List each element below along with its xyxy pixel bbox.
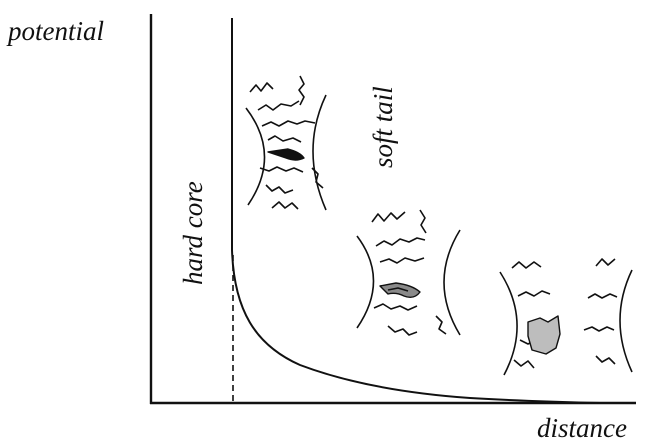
- brush-chain: [511, 261, 542, 269]
- particle-pair-medium: [356, 209, 461, 336]
- brush-chain: [261, 120, 316, 127]
- potential-curve: [231, 18, 601, 404]
- brush-chain: [375, 237, 426, 247]
- particle-left-surface: [499, 271, 518, 376]
- brush-chain: [513, 359, 535, 369]
- brush-chain: [265, 184, 294, 194]
- particle-right-surface: [619, 269, 633, 373]
- particle-pair-close: [245, 75, 327, 211]
- y-axis-label: potential: [6, 16, 104, 46]
- brush-chain: [371, 211, 406, 223]
- overlap-core: [267, 148, 305, 161]
- brush-chain: [595, 355, 616, 365]
- brush-chain: [379, 257, 425, 264]
- brush-chain: [435, 315, 447, 335]
- x-axis-label: distance: [537, 413, 627, 443]
- axes: [149, 14, 636, 405]
- brush-chain: [373, 303, 418, 311]
- brush-chain: [387, 325, 418, 336]
- particle-right-surface: [443, 229, 461, 336]
- soft-tail-curve: [231, 249, 601, 404]
- particle-pair-far: [499, 258, 633, 376]
- brush-chain: [311, 167, 324, 189]
- brush-chain: [583, 326, 615, 332]
- particle-right-surface: [312, 94, 327, 211]
- brush-chain: [595, 258, 616, 267]
- brush-chain: [259, 166, 304, 173]
- soft-tail-label: soft tail: [368, 86, 398, 168]
- brush-chain: [249, 82, 274, 93]
- brush-chain: [419, 209, 427, 234]
- brush-chain: [387, 287, 409, 292]
- brush-chain: [298, 75, 305, 106]
- brush-chain: [267, 135, 302, 143]
- brush-chain: [517, 290, 551, 297]
- brush-chain: [271, 201, 299, 210]
- hard-core-label: hard core: [178, 181, 208, 285]
- brush-chain: [257, 100, 300, 111]
- particle-left-surface: [245, 107, 266, 206]
- touch-core: [379, 282, 421, 299]
- particle-left-surface: [356, 235, 375, 329]
- shaded-core: [527, 315, 561, 355]
- brush-chain: [587, 293, 618, 299]
